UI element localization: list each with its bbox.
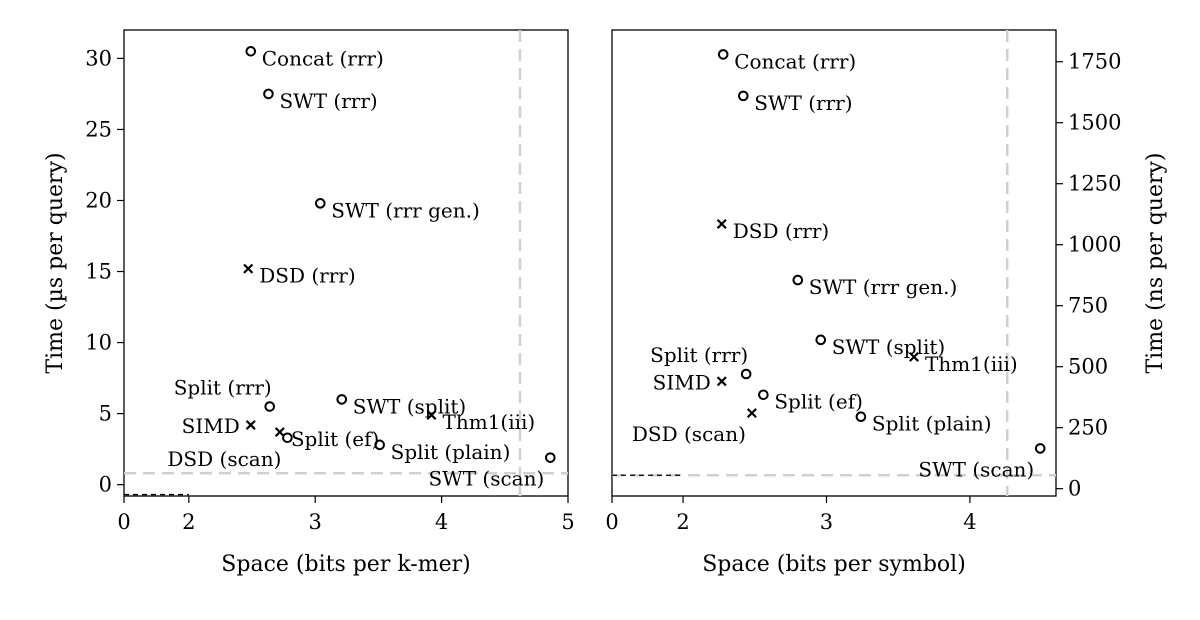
marker-stroke — [274, 427, 285, 438]
plot-frame — [611, 29, 1057, 497]
point-marker-circle — [737, 90, 749, 102]
point-marker-circle — [792, 274, 804, 286]
point-marker-x — [243, 263, 254, 274]
point-label: Split (plain) — [391, 440, 511, 464]
marker-stroke — [746, 408, 757, 419]
point-marker-x — [274, 427, 285, 438]
point-label: SWT (rrr gen.) — [809, 275, 957, 299]
point-marker-circle — [263, 88, 274, 100]
y-tick-label: 250 — [1068, 416, 1108, 440]
marker-stroke — [716, 376, 727, 387]
point-marker-circle — [758, 389, 769, 401]
point-marker-circle — [374, 439, 385, 451]
y-axis-label: Time (ns per query) — [1143, 152, 1168, 373]
y-tick-label: 1250 — [1068, 172, 1121, 196]
point-marker-circle — [815, 334, 827, 346]
plot-frame — [123, 29, 569, 497]
x-tick-label: 4 — [435, 510, 448, 534]
point-marker-circle — [282, 432, 293, 444]
x-tick-label: 4 — [963, 510, 976, 534]
y-tick-label: 15 — [85, 260, 112, 284]
point-label: Concat (rrr) — [262, 46, 384, 70]
point-label: Thm1(iii) — [925, 352, 1018, 376]
point-label: SWT (split) — [832, 335, 945, 359]
y-tick-label: 0 — [99, 473, 112, 497]
x-tick-label: 5 — [561, 510, 574, 534]
point-label: Concat (rrr) — [734, 49, 856, 73]
point-label: DSD (scan) — [167, 447, 281, 471]
point-marker-circle — [545, 452, 556, 463]
point-marker-x — [716, 376, 727, 387]
point-label: SWT (scan) — [428, 467, 544, 491]
y-tick-label: 20 — [85, 188, 112, 212]
point-label: DSD (rrr) — [733, 219, 829, 243]
marker-stroke — [243, 263, 254, 274]
y-tick-label: 5 — [99, 402, 112, 426]
point-marker-x — [746, 408, 757, 419]
point-label: SWT (rrr) — [279, 89, 377, 113]
marker-stroke — [716, 218, 727, 229]
y-tick-label: 30 — [85, 46, 112, 70]
x-tick-label: 2 — [182, 510, 195, 534]
point-label: SWT (scan) — [918, 457, 1034, 481]
y-tick-label: 1500 — [1068, 111, 1121, 135]
point-label: Thm1(iii) — [442, 410, 535, 434]
y-tick-label: 1000 — [1068, 233, 1121, 257]
y-tick-label: 0 — [1068, 477, 1081, 501]
y-tick-label: 500 — [1068, 355, 1108, 379]
marker-stroke — [245, 419, 256, 430]
y-tick-label: 750 — [1068, 294, 1108, 318]
point-label: SWT (split) — [353, 394, 466, 418]
point-marker-circle — [717, 49, 729, 60]
point-marker-x — [426, 410, 437, 420]
point-label: DSD (scan) — [632, 422, 746, 446]
point-marker-circle — [336, 394, 348, 405]
x-axis-label: Space (bits per k-mer) — [221, 552, 470, 577]
point-marker-circle — [314, 198, 326, 209]
x-tick-label: 0 — [117, 510, 130, 534]
point-label: SIMD — [653, 370, 711, 394]
x-tick-label: 3 — [820, 510, 833, 534]
y-axis-label: Time (µs per query) — [43, 152, 68, 373]
point-label: Split (ef) — [291, 427, 380, 451]
y-tick-label: 25 — [85, 117, 112, 141]
point-label: DSD (rrr) — [259, 264, 355, 288]
x-tick-label: 0 — [605, 510, 618, 534]
x-tick-label: 3 — [309, 510, 322, 534]
point-marker-circle — [1034, 443, 1046, 454]
point-marker-x — [716, 218, 727, 229]
point-label: Split (plain) — [872, 412, 992, 436]
point-label: Split (ef) — [774, 390, 863, 414]
point-marker-circle — [740, 368, 752, 380]
marker-stroke — [426, 410, 437, 420]
point-marker-circle — [855, 411, 867, 423]
point-marker-circle — [245, 46, 257, 57]
point-marker-circle — [264, 401, 276, 412]
point-label: Split (rrr) — [174, 375, 272, 399]
point-marker-x — [245, 419, 256, 430]
y-tick-label: 1750 — [1068, 50, 1121, 74]
point-label: Split (rrr) — [650, 343, 748, 367]
point-marker-x — [909, 351, 919, 362]
marker-stroke — [909, 351, 919, 362]
x-tick-label: 2 — [676, 510, 689, 534]
point-label: SIMD — [182, 414, 240, 438]
x-axis-label: Space (bits per symbol) — [702, 552, 966, 577]
point-label: SWT (rrr) — [754, 91, 852, 115]
point-label: SWT (rrr gen.) — [331, 198, 479, 222]
y-tick-label: 10 — [85, 331, 112, 355]
